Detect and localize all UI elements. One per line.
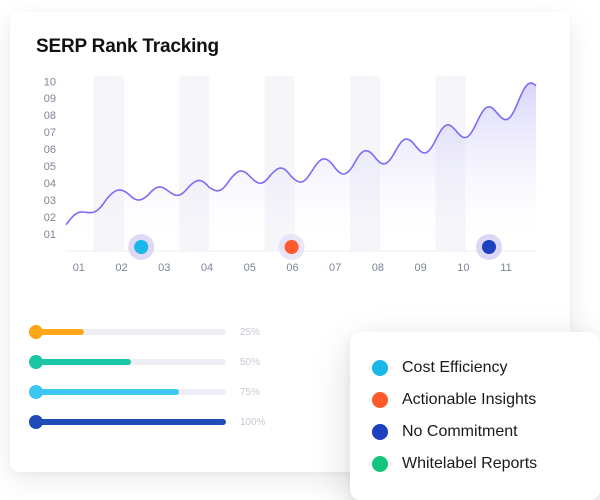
- y-tick-label: 05: [44, 161, 56, 173]
- y-tick-label: 03: [44, 195, 56, 207]
- x-tick-label: 08: [372, 262, 384, 274]
- progress-bar-row: 25%: [36, 324, 286, 340]
- bar-track: [36, 359, 226, 365]
- legend-dot: [372, 392, 388, 408]
- bar-knob: [29, 415, 43, 429]
- legend-row: Actionable Insights: [372, 384, 574, 416]
- x-tick-label: 11: [500, 262, 511, 274]
- bar-track: [36, 389, 226, 395]
- bar-pct-label: 100%: [240, 417, 266, 428]
- x-tick-label: 06: [286, 262, 298, 274]
- bar-pct-label: 25%: [240, 327, 260, 338]
- y-tick-label: 09: [44, 93, 56, 105]
- x-tick-label: 04: [201, 262, 213, 274]
- x-tick-label: 03: [158, 262, 170, 274]
- bar-fill: [36, 359, 131, 365]
- progress-bar-row: 75%: [36, 384, 286, 400]
- legend-row: No Commitment: [372, 416, 574, 448]
- progress-bar-row: 100%: [36, 414, 286, 430]
- progress-bars: 25% 50% 75% 100%: [36, 324, 286, 430]
- rank-chart: 01 02 03 04 05 06 07 08 09 10 01 02 03 04 05 06 07 08 09 10…: [36, 76, 544, 296]
- legend-row: Cost Efficiency: [372, 352, 574, 384]
- bar-track: [36, 329, 226, 335]
- x-tick-label: 02: [115, 262, 127, 274]
- x-tick-label: 01: [73, 262, 85, 274]
- bar-pct-label: 50%: [240, 357, 260, 368]
- card-title: SERP Rank Tracking: [36, 36, 544, 58]
- bar-fill: [36, 389, 179, 395]
- x-tick-label: 09: [415, 262, 427, 274]
- legend-label: No Commitment: [402, 423, 518, 441]
- legend-label: Whitelabel Reports: [402, 455, 537, 473]
- bar-fill: [36, 329, 84, 335]
- bar-track: [36, 419, 226, 425]
- legend-dot: [372, 360, 388, 376]
- bar-knob: [29, 325, 43, 339]
- legend-label: Actionable Insights: [402, 391, 536, 409]
- y-tick-label: 10: [44, 76, 56, 88]
- x-tick-label: 10: [457, 262, 469, 274]
- legend-label: Cost Efficiency: [402, 359, 508, 377]
- chart-marker: [482, 240, 496, 254]
- bar-knob: [29, 385, 43, 399]
- legend-card: Cost Efficiency Actionable Insights No Com…: [350, 332, 600, 500]
- y-tick-label: 01: [44, 229, 56, 241]
- bar-knob: [29, 355, 43, 369]
- progress-bar-row: 50%: [36, 354, 286, 370]
- y-tick-label: 02: [44, 212, 56, 224]
- chart-marker: [134, 240, 148, 254]
- y-tick-label: 08: [44, 110, 56, 122]
- bar-pct-label: 75%: [240, 387, 260, 398]
- y-tick-label: 07: [44, 127, 56, 139]
- x-tick-label: 05: [244, 262, 256, 274]
- legend-row: Whitelabel Reports: [372, 448, 574, 480]
- rank-chart-svg: 01 02 03 04 05 06 07 08 09 10 01 02 03 04 05 06 07 08 09 10…: [36, 76, 556, 291]
- y-tick-label: 06: [44, 144, 56, 156]
- bar-fill: [36, 419, 226, 425]
- y-tick-label: 04: [44, 178, 56, 190]
- x-tick-label: 07: [329, 262, 341, 274]
- legend-dot: [372, 424, 388, 440]
- chart-marker: [285, 240, 299, 254]
- legend-dot: [372, 456, 388, 472]
